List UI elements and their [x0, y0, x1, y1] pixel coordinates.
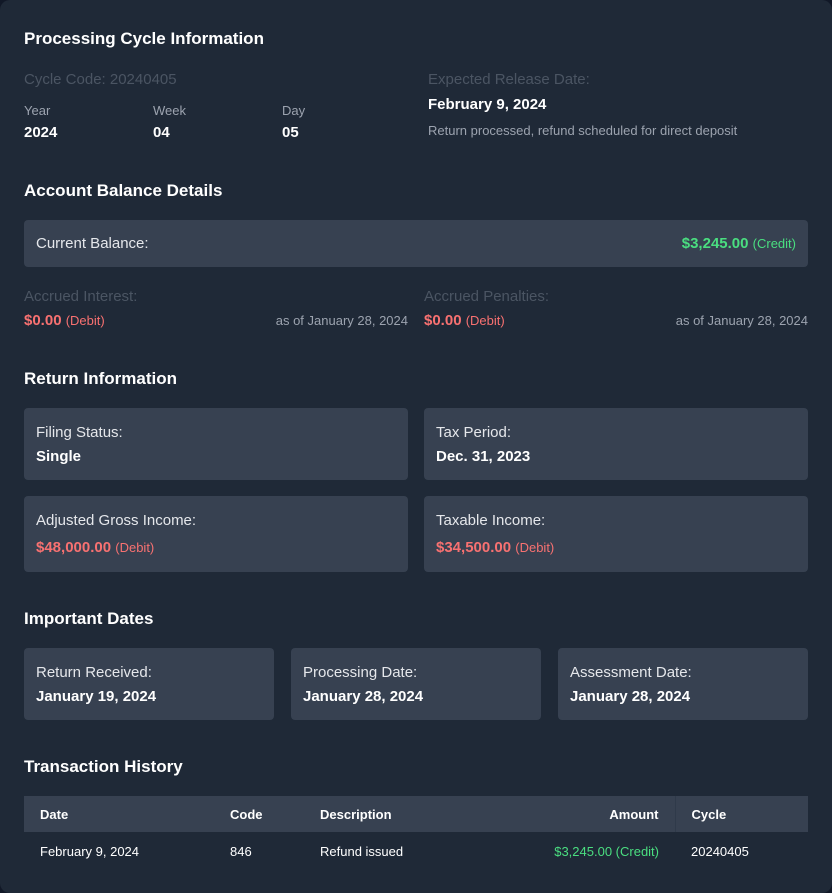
current-balance-amount: $3,245.00	[681, 235, 749, 252]
week-label: Week	[153, 103, 186, 118]
filing-status-card: Filing Status: Single	[24, 408, 408, 480]
transaction-table: Date Code Description Amount Cycle Febru…	[24, 796, 808, 870]
current-balance-label: Current Balance:	[36, 235, 149, 252]
year-value: 2024	[24, 124, 58, 141]
tax-period-value: Dec. 31, 2023	[436, 448, 531, 465]
cell-description: Refund issued	[320, 843, 404, 859]
column-description: Description	[304, 796, 464, 832]
accrued-penalties-label: Accrued Penalties:	[424, 288, 550, 305]
interest-type: (Debit)	[65, 313, 105, 328]
release-date: February 9, 2024	[428, 96, 547, 113]
tax-period-label: Tax Period:	[436, 424, 512, 441]
agi-amount: $48,000.00	[36, 539, 112, 556]
column-cycle: Cycle	[675, 796, 808, 832]
taxable-income-value: $34,500.00 (Debit)	[436, 539, 554, 556]
accrued-penalties-value: $0.00 (Debit)	[424, 312, 505, 329]
penalties-amount: $0.00	[424, 312, 462, 329]
important-dates-heading: Important Dates	[24, 609, 154, 628]
processing-date-card: Processing Date: January 28, 2024	[291, 648, 541, 720]
taxable-type: (Debit)	[515, 540, 555, 555]
filing-status-value: Single	[36, 448, 82, 465]
penalties-asof: as of January 28, 2024	[675, 313, 808, 328]
assessment-date-card: Assessment Date: January 28, 2024	[558, 648, 808, 720]
agi-label: Adjusted Gross Income:	[36, 512, 197, 529]
release-note: Return processed, refund scheduled for d…	[428, 123, 738, 138]
processing-date-label: Processing Date:	[303, 664, 418, 681]
agi-value: $48,000.00 (Debit)	[36, 539, 154, 556]
interest-asof: as of January 28, 2024	[275, 313, 408, 328]
cycle-code: Cycle Code: 20240405	[24, 71, 177, 88]
penalties-type: (Debit)	[465, 313, 505, 328]
processing-date-value: January 28, 2024	[303, 688, 424, 705]
column-date: Date	[24, 796, 214, 832]
agi-card: Adjusted Gross Income: $48,000.00 (Debit…	[24, 496, 408, 572]
assessment-date-value: January 28, 2024	[570, 688, 691, 705]
return-information-heading: Return Information	[24, 369, 177, 388]
year-label: Year	[24, 103, 51, 118]
cell-cycle: 20240405	[691, 843, 749, 859]
transaction-history-heading: Transaction History	[24, 757, 183, 776]
column-amount: Amount	[464, 796, 676, 832]
assessment-date-label: Assessment Date:	[570, 664, 692, 681]
taxable-income-label: Taxable Income:	[436, 512, 546, 529]
current-balance-card: Current Balance: $3,245.00 (Credit)	[24, 220, 808, 267]
release-label: Expected Release Date:	[428, 71, 590, 88]
week-value: 04	[153, 124, 170, 141]
table-row: February 9, 2024 846 Refund issued $3,24…	[24, 832, 808, 870]
return-received-card: Return Received: January 19, 2024	[24, 648, 274, 720]
column-code: Code	[214, 796, 304, 832]
agi-type: (Debit)	[115, 540, 155, 555]
current-balance-value: $3,245.00 (Credit)	[682, 235, 796, 252]
interest-amount: $0.00	[24, 312, 62, 329]
filing-status-label: Filing Status:	[36, 424, 123, 441]
accrued-interest-label: Accrued Interest:	[24, 288, 138, 305]
cell-date: February 9, 2024	[40, 843, 140, 859]
processing-cycle-heading: Processing Cycle Information	[24, 29, 264, 48]
day-label: Day	[282, 103, 306, 118]
account-balance-heading: Account Balance Details	[24, 181, 223, 200]
taxable-amount: $34,500.00	[436, 539, 512, 556]
cell-amount: $3,245.00 (Credit)	[554, 843, 659, 859]
current-balance-type: (Credit)	[752, 236, 796, 251]
return-received-value: January 19, 2024	[36, 688, 157, 705]
return-received-label: Return Received:	[36, 664, 152, 681]
day-value: 05	[282, 124, 299, 141]
accrued-interest-value: $0.00 (Debit)	[24, 312, 105, 329]
table-header-row: Date Code Description Amount Cycle	[24, 796, 808, 832]
taxable-income-card: Taxable Income: $34,500.00 (Debit)	[424, 496, 808, 572]
tax-period-card: Tax Period: Dec. 31, 2023	[424, 408, 808, 480]
cell-code: 846	[230, 843, 252, 859]
